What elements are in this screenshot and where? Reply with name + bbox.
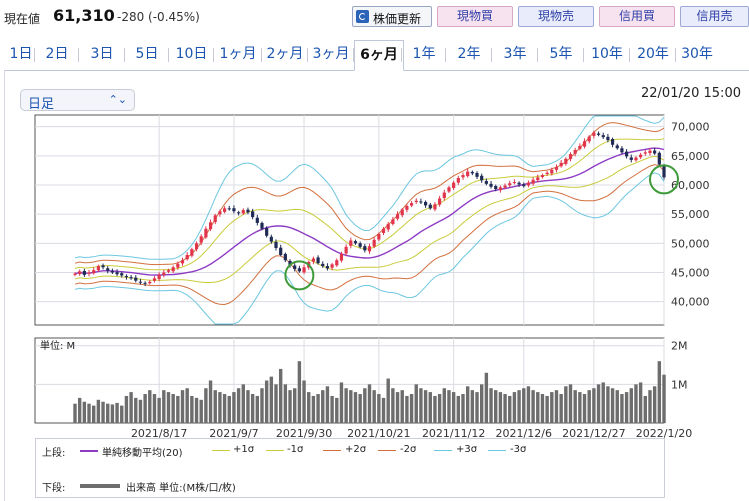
tab-period-5[interactable]: 1ヶ月	[219, 46, 257, 62]
legend-item-minus3: -3σ	[510, 444, 527, 455]
margin-sell-button[interactable]: 信用売	[680, 6, 749, 27]
legend-lower-label: 下段:	[42, 483, 66, 494]
legend-swatch-minus1	[266, 450, 284, 451]
tab-period-1[interactable]: 2日	[45, 46, 69, 62]
spot-sell-button[interactable]: 現物売	[518, 6, 594, 27]
tab-separator	[401, 48, 402, 62]
price-header: 現在値 61,310 -280 (-0.45%) 株価更新 現物買 現物売 信用…	[0, 0, 749, 34]
tab-period-13[interactable]: 10年	[591, 46, 623, 62]
current-price-label: 現在値	[4, 12, 41, 26]
legend-swatch-plus2	[323, 450, 341, 451]
tab-period-7[interactable]: 3ヶ月	[312, 46, 350, 62]
tab-separator	[629, 48, 630, 62]
tab-separator	[124, 48, 125, 62]
refresh-price-button[interactable]: 株価更新	[352, 6, 432, 27]
tab-separator	[353, 48, 354, 62]
tab-separator	[537, 48, 538, 62]
tab-separator	[261, 48, 262, 62]
tab-period-0[interactable]: 1日	[9, 46, 33, 62]
interval-select-value: 日足	[28, 97, 55, 112]
tab-separator	[78, 48, 79, 62]
tab-period-6[interactable]: 2ヶ月	[266, 46, 304, 62]
price-change: -280 (-0.45%)	[117, 10, 200, 24]
tab-period-4[interactable]: 10日	[175, 46, 208, 62]
tab-period-10[interactable]: 2年	[457, 46, 481, 62]
tab-separator	[675, 48, 676, 62]
tab-period-14[interactable]: 20年	[637, 46, 669, 62]
tab-separator	[445, 48, 446, 62]
current-price-value: 61,310	[53, 6, 115, 25]
legend-swatch-plus1	[212, 450, 230, 451]
tab-separator	[583, 48, 584, 62]
legend-swatch-plus3	[434, 450, 452, 451]
legend-upper-label: 上段:	[42, 448, 66, 459]
margin-buy-button[interactable]: 信用買	[599, 6, 675, 27]
refresh-price-label: 株価更新	[373, 12, 422, 26]
legend-item-plus1: +1σ	[233, 444, 255, 455]
chevron-updown-icon: ⌃⌄	[108, 93, 127, 106]
tab-period-3[interactable]: 5日	[135, 46, 159, 62]
tab-period-8[interactable]: 6ヶ月	[354, 40, 404, 71]
tab-separator	[34, 48, 35, 62]
legend-item-plus3: +3σ	[456, 444, 478, 455]
legend-item-minus2: -2σ	[400, 444, 417, 455]
legend-swatch-volume	[80, 484, 120, 488]
legend-item-ma: 単純移動平均(20)	[102, 448, 183, 459]
legend-item-minus1: -1σ	[287, 444, 304, 455]
interval-select[interactable]: 日足 ⌃⌄	[20, 89, 135, 112]
tab-period-11[interactable]: 3年	[503, 46, 527, 62]
tab-period-12[interactable]: 5年	[549, 46, 573, 62]
period-tabs: 1日 2日 3日 5日 10日 1ヶ月 2ヶ月 3ヶ月 6ヶ月 1年 2年 3年 5年 10年 20年 30年	[4, 40, 749, 71]
tab-separator	[168, 48, 169, 62]
spot-buy-button[interactable]: 現物買	[437, 6, 513, 27]
chart-frame	[4, 70, 749, 501]
chart-legend: 上段: 単純移動平均(20) +1σ -1σ +2σ -2σ +3σ -3σ 下…	[35, 438, 665, 498]
tab-separator	[491, 48, 492, 62]
legend-item-volume: 出来高 単位:(M株/口/枚)	[126, 483, 236, 494]
tab-period-2[interactable]: 3日	[90, 46, 114, 62]
legend-swatch-ma	[80, 450, 98, 452]
tab-separator	[307, 48, 308, 62]
tab-period-15[interactable]: 30年	[681, 46, 713, 62]
legend-swatch-minus2	[378, 450, 396, 451]
tab-period-9[interactable]: 1年	[412, 46, 436, 62]
legend-item-plus2: +2σ	[345, 444, 367, 455]
legend-swatch-minus3	[488, 450, 506, 451]
chart-timestamp: 22/01/20 15:00	[641, 86, 741, 101]
tab-separator	[213, 48, 214, 62]
refresh-icon	[356, 10, 369, 23]
